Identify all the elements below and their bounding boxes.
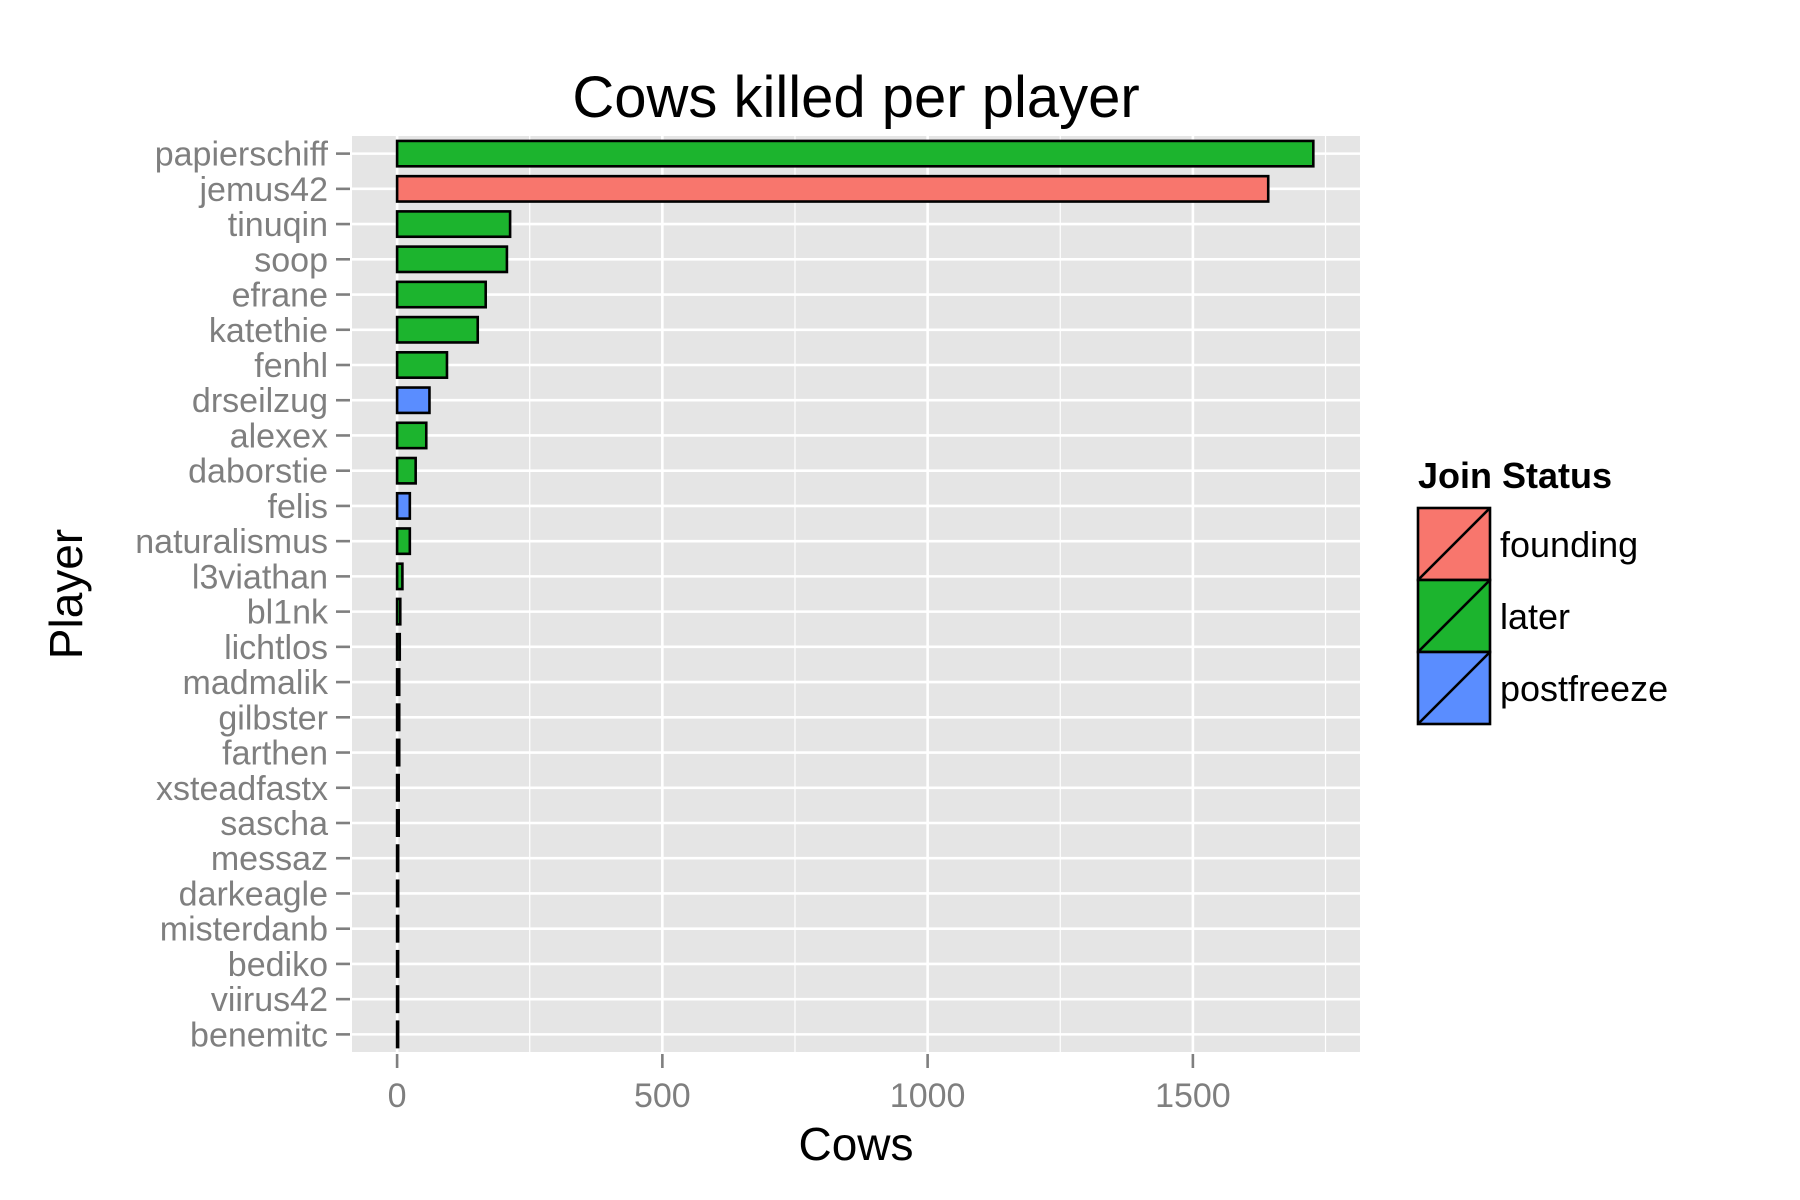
y-tick-label: efrane [232, 277, 328, 315]
bar-bl1nk [395, 597, 402, 626]
y-tick-label: darkeagle [179, 875, 328, 913]
y-tick-label: felis [268, 488, 328, 526]
y-tick-label: tinuqin [228, 206, 328, 244]
bar-jemus42 [395, 174, 1270, 203]
y-tick-label: lichtlos [224, 629, 328, 667]
bar-sascha [395, 809, 400, 837]
legend-title: Join Status [1418, 455, 1612, 496]
bar-daborstie [395, 456, 417, 485]
y-tick-label: gilbster [218, 699, 328, 737]
chart-title: Cows killed per player [572, 65, 1139, 130]
legend-swatch-slash [1417, 651, 1491, 725]
y-tick-label: misterdanb [160, 911, 328, 949]
y-tick-label: fenhl [254, 347, 328, 385]
bar-gilbster [395, 703, 401, 732]
y-tick-label: madmalik [183, 664, 329, 702]
bar-darkeagle [395, 879, 400, 908]
bar-drseilzug [395, 386, 431, 415]
bar-alexex [395, 421, 428, 450]
legend-swatch-slash [1417, 507, 1491, 581]
bar-lichtlos [395, 632, 402, 661]
x-tick-label: 500 [634, 1077, 691, 1115]
legend-item-postfreeze: postfreeze [1416, 650, 1668, 726]
bar-felis [395, 491, 412, 520]
legend-label: founding [1500, 524, 1638, 565]
bar-katethie [395, 315, 480, 344]
y-tick-label: messaz [211, 840, 328, 878]
y-tick-label: katethie [209, 312, 328, 350]
x-tick-label: 1500 [1155, 1077, 1231, 1115]
y-tick-label: jemus42 [198, 171, 328, 209]
y-tick-label: l3viathan [192, 558, 328, 596]
bar-viirus42 [395, 985, 400, 1014]
gridlines [352, 136, 1360, 1052]
bar-l3viathan [395, 562, 404, 591]
y-tick-label: viirus42 [211, 981, 328, 1019]
bar-fenhl [395, 351, 449, 379]
y-tick-label: alexex [230, 417, 328, 455]
y-tick-label: sascha [220, 805, 328, 843]
y-tick-label: benemitc [190, 1016, 328, 1054]
bar-benemitc [395, 1020, 400, 1049]
bar-tinuqin [395, 210, 512, 239]
bars [395, 139, 1315, 1049]
bar-farthen [395, 738, 401, 767]
y-tick-label: xsteadfastx [156, 770, 328, 808]
y-axis-title: Player [40, 529, 92, 659]
y-tick-label: daborstie [188, 453, 328, 491]
bar-papierschiff [395, 139, 1315, 168]
x-axis-title: Cows [798, 1118, 913, 1170]
bar-madmalik [395, 668, 401, 697]
y-tick-label: farthen [222, 735, 328, 773]
y-tick-label: drseilzug [192, 382, 328, 420]
y-tick-label: bl1nk [247, 594, 329, 632]
bar-naturalismus [395, 527, 412, 556]
bar-bediko [395, 949, 400, 978]
legend-item-founding: founding [1416, 506, 1638, 582]
bar-soop [395, 245, 509, 274]
bar-efrane [395, 280, 487, 309]
y-tick-label: naturalismus [135, 523, 328, 561]
y-tick-label: papierschiff [155, 136, 329, 174]
y-axis-ticks: papierschiffjemus42tinuqinsoopefranekate… [135, 136, 350, 1054]
x-axis-ticks: 0 500 1000 1500 [388, 1054, 1231, 1115]
legend-label: later [1500, 596, 1570, 637]
x-tick-label: 0 [388, 1077, 407, 1115]
legend-swatch-slash [1417, 579, 1491, 653]
y-tick-label: bediko [228, 946, 328, 984]
legend-item-later: later [1416, 578, 1570, 654]
plot-panel [352, 136, 1360, 1052]
bar-messaz [395, 844, 400, 873]
legend: Join Status founding later postfreeze [1416, 455, 1668, 726]
legend-label: postfreeze [1500, 668, 1668, 709]
bar-misterdanb [395, 914, 400, 943]
y-tick-label: soop [254, 241, 328, 279]
bar-xsteadfastx [395, 773, 400, 802]
x-tick-label: 1000 [890, 1077, 966, 1115]
